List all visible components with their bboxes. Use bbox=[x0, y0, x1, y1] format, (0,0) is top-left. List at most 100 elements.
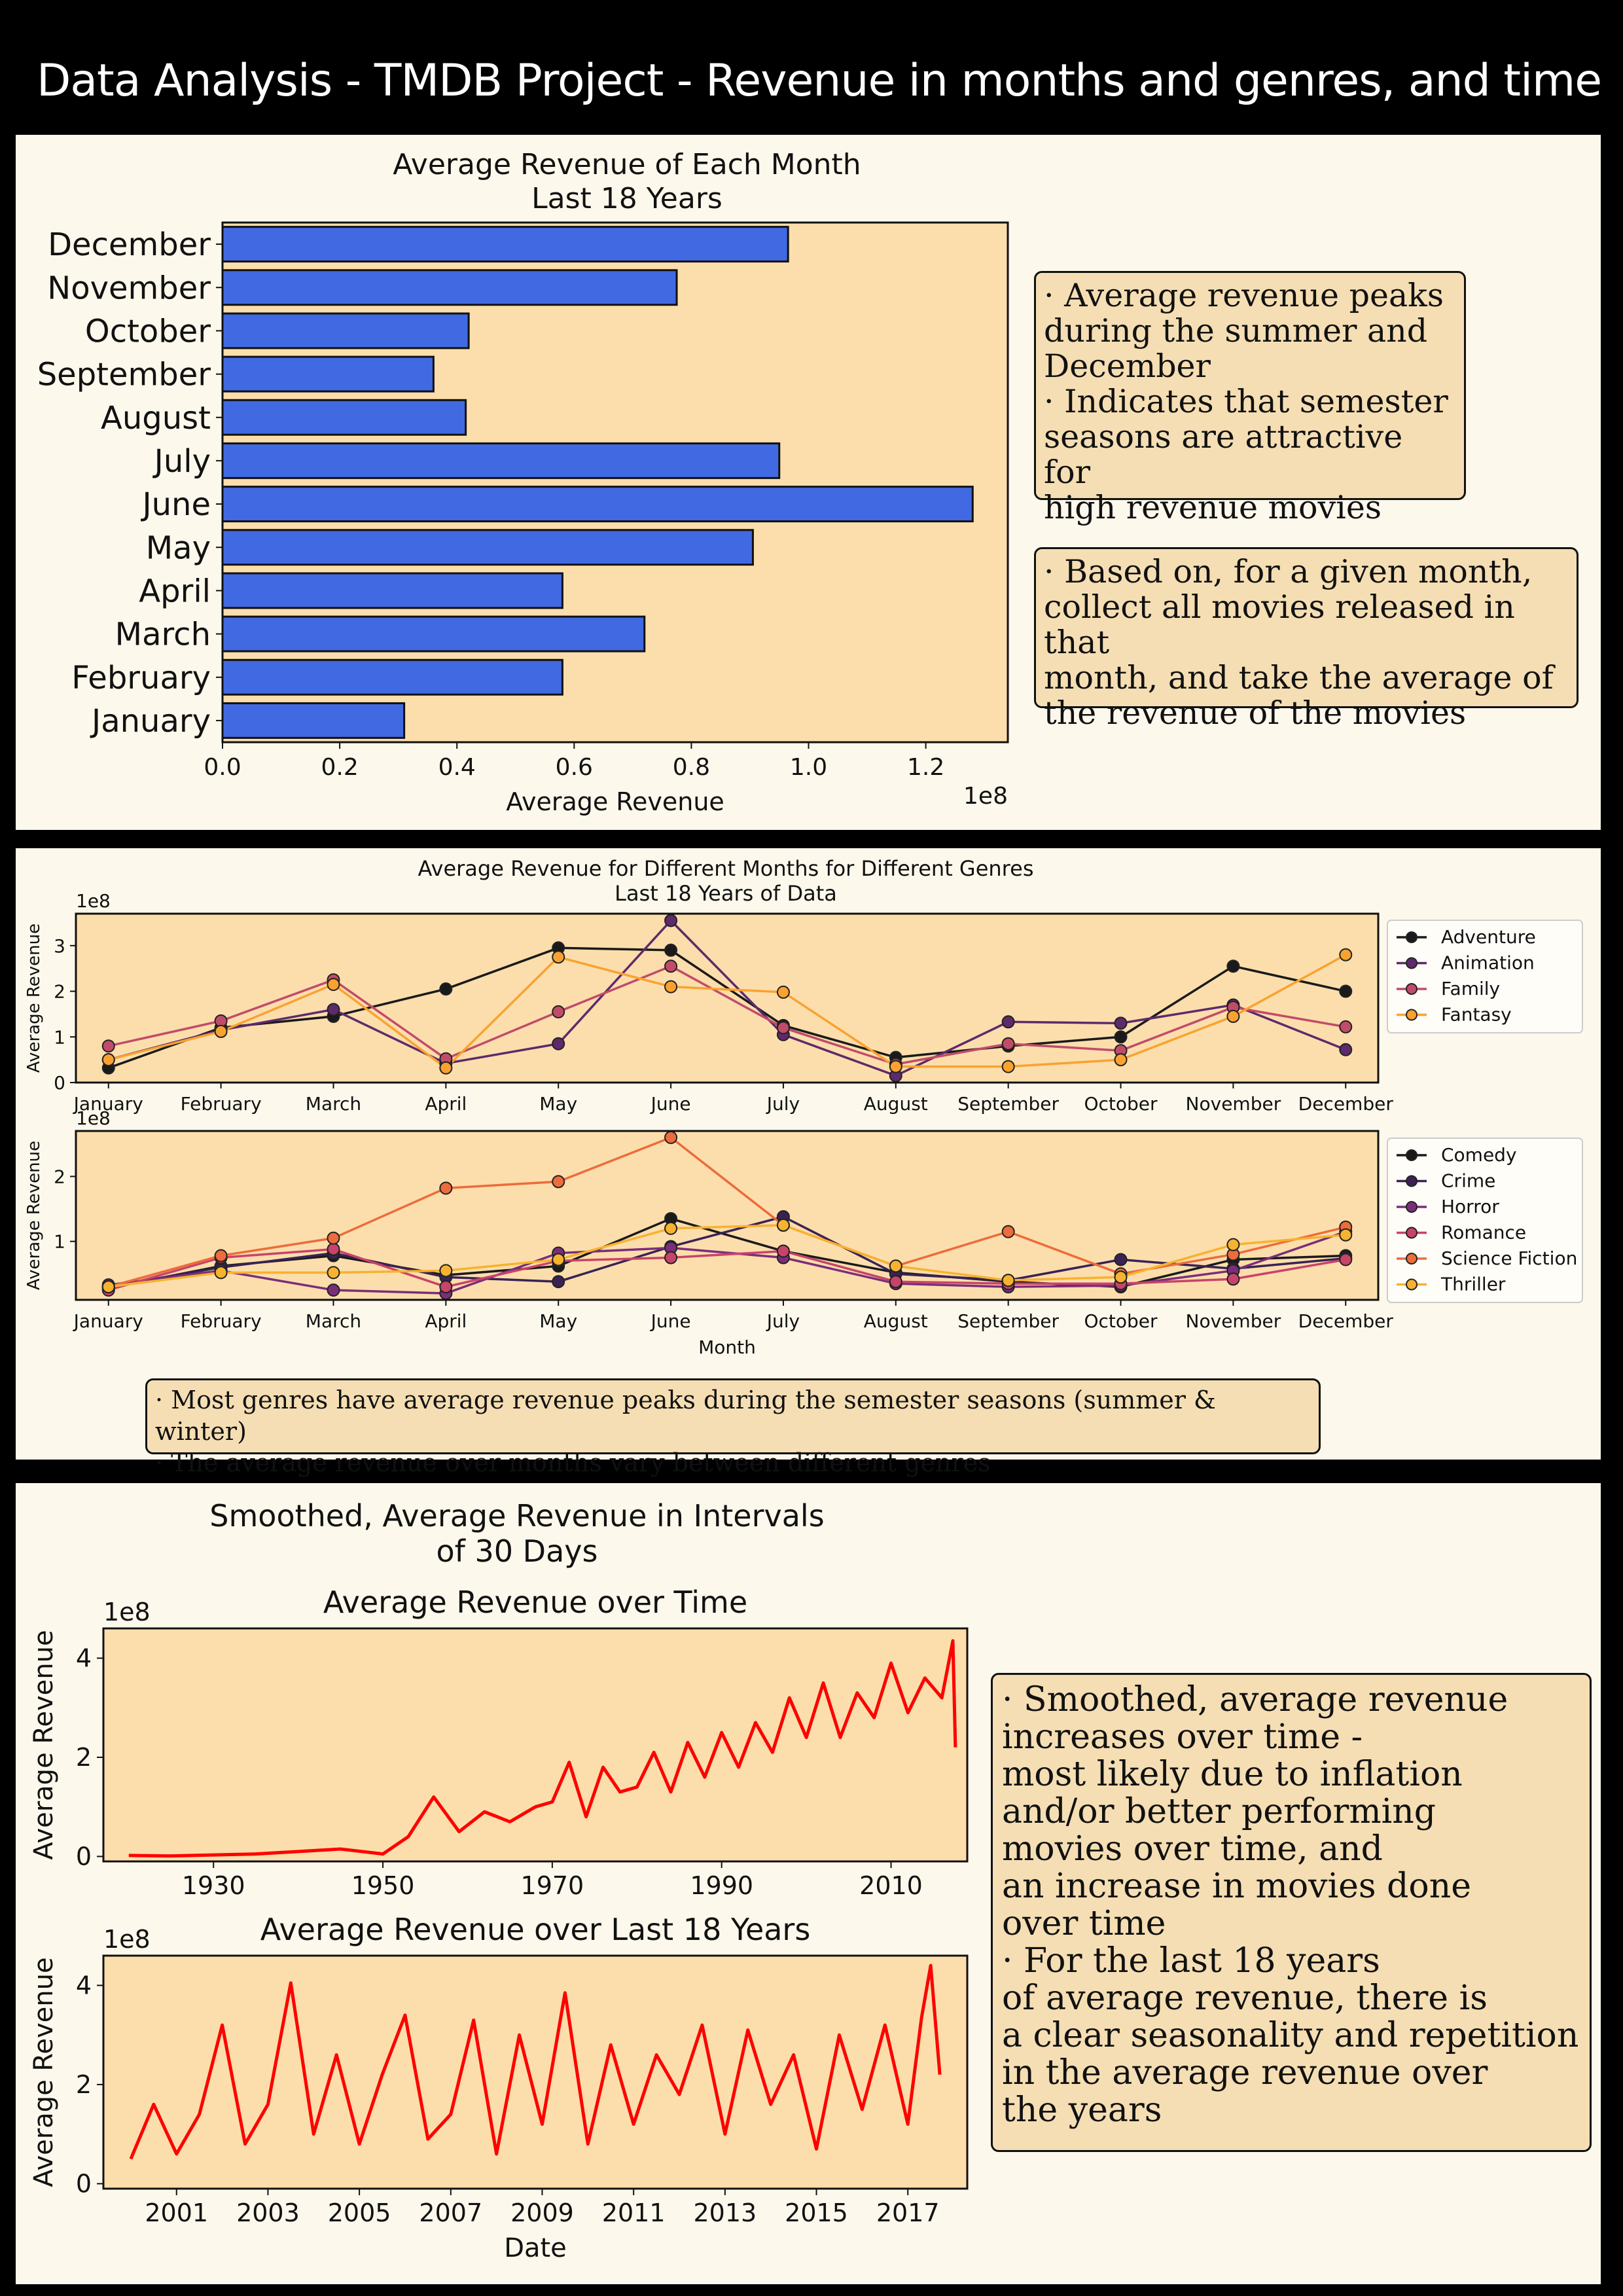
data-point bbox=[776, 1218, 790, 1232]
x-tick-label: 0.2 bbox=[321, 754, 358, 781]
x-tick-label: January bbox=[73, 1093, 143, 1115]
x-tick-label: 2017 bbox=[876, 2198, 940, 2227]
x-axis-label: Month bbox=[698, 1336, 756, 1358]
data-point bbox=[1001, 1060, 1015, 1073]
series-line-adventure bbox=[108, 946, 1346, 1069]
data-point bbox=[1339, 948, 1353, 961]
bar bbox=[221, 529, 754, 566]
x-tick-label: 2013 bbox=[693, 2198, 757, 2227]
legend-label: Animation bbox=[1441, 952, 1535, 974]
time-revenue-line-charts: Smoothed, Average Revenue in Intervalsof… bbox=[29, 1498, 969, 2263]
x-tick-label: 2001 bbox=[145, 2198, 208, 2227]
bar bbox=[221, 486, 974, 523]
chart-title: Average Revenue of Each Month bbox=[393, 148, 861, 181]
series-line-family bbox=[108, 965, 1346, 1066]
data-point bbox=[1114, 1053, 1128, 1067]
data-point bbox=[889, 1275, 902, 1289]
y-tick-label: 3 bbox=[54, 935, 65, 957]
data-point bbox=[327, 1231, 340, 1245]
y-offset-label: 1e8 bbox=[103, 1925, 151, 1954]
y-axis-label: Average Revenue bbox=[29, 1957, 59, 2187]
x-tick-label: August bbox=[864, 1310, 928, 1332]
x-tick-label: 1970 bbox=[521, 1871, 584, 1900]
y-tick-label: May bbox=[146, 529, 211, 566]
bar bbox=[221, 702, 406, 739]
data-point bbox=[439, 1061, 453, 1075]
y-tick-label: 1 bbox=[54, 1231, 65, 1253]
y-tick-label: August bbox=[101, 400, 211, 437]
data-point bbox=[664, 1221, 678, 1235]
x-tick-label: 2011 bbox=[602, 2198, 666, 2227]
data-point bbox=[664, 980, 678, 994]
genre-revenue-line-charts: Average Revenue for Different Months for… bbox=[24, 856, 1583, 1358]
x-tick-label: November bbox=[1186, 1310, 1281, 1332]
data-point bbox=[1339, 1020, 1353, 1033]
data-point bbox=[101, 1280, 115, 1294]
series-line-animation bbox=[108, 918, 1346, 1077]
legend-marker bbox=[1406, 1149, 1418, 1161]
panel-heading: of 30 Days bbox=[437, 1534, 598, 1569]
x-tick-label: 1990 bbox=[690, 1871, 753, 1900]
bar bbox=[221, 226, 789, 263]
legend-box bbox=[1387, 920, 1583, 1033]
y-tick-label: October bbox=[85, 313, 211, 350]
x-tick-label: February bbox=[181, 1310, 262, 1332]
x-tick-label: April bbox=[425, 1310, 467, 1332]
x-tick-label: August bbox=[864, 1093, 928, 1115]
plot-area bbox=[223, 223, 1008, 742]
chart-title: Average Revenue over Time bbox=[323, 1585, 747, 1620]
data-point bbox=[327, 1003, 340, 1016]
y-tick-label: September bbox=[37, 357, 211, 393]
series-line-thriller bbox=[108, 1224, 1346, 1288]
x-tick-label: July bbox=[766, 1093, 800, 1115]
page-title: Data Analysis - TMDB Project - Revenue i… bbox=[37, 55, 1602, 107]
legend-marker bbox=[1406, 1175, 1418, 1187]
x-tick-label: 0.8 bbox=[673, 754, 710, 781]
y-axis-label: Average Revenue bbox=[29, 1630, 59, 1859]
x-tick-label: October bbox=[1084, 1310, 1158, 1332]
x-tick-label: September bbox=[957, 1310, 1059, 1332]
data-point bbox=[439, 1264, 453, 1278]
plot-frame bbox=[102, 1954, 969, 2190]
data-point bbox=[1001, 1015, 1015, 1029]
data-point bbox=[327, 1266, 340, 1280]
legend-marker bbox=[1406, 1009, 1418, 1021]
data-point bbox=[439, 1181, 453, 1195]
data-point bbox=[1226, 1009, 1240, 1023]
x-tick-label: 0.4 bbox=[438, 754, 476, 781]
data-point bbox=[101, 1039, 115, 1053]
data-point bbox=[214, 1249, 228, 1263]
legend-marker bbox=[1406, 957, 1418, 969]
x-tick-label: 1930 bbox=[182, 1871, 245, 1900]
bar bbox=[221, 615, 646, 653]
x-tick-label: 0.6 bbox=[556, 754, 593, 781]
legend-label: Adventure bbox=[1441, 926, 1536, 948]
y-offset-label: 1e8 bbox=[103, 1598, 151, 1626]
revenue-line bbox=[128, 1639, 957, 1858]
bar bbox=[221, 399, 467, 436]
data-point bbox=[1114, 1253, 1128, 1266]
panel-heading: Smoothed, Average Revenue in Intervals bbox=[209, 1498, 824, 1534]
x-tick-label: June bbox=[650, 1093, 691, 1115]
x-tick-label: 1950 bbox=[351, 1871, 415, 1900]
data-point bbox=[552, 1253, 565, 1266]
x-tick-label: 1.0 bbox=[790, 754, 827, 781]
data-point bbox=[439, 982, 453, 996]
y-tick-label: 2 bbox=[76, 2070, 92, 2099]
data-point bbox=[776, 1244, 790, 1258]
legend-label: Family bbox=[1441, 978, 1500, 999]
legend-label: Crime bbox=[1441, 1170, 1495, 1192]
note-revenue-peaks: · Average revenue peaks during the summe… bbox=[1034, 271, 1466, 526]
data-point bbox=[439, 1280, 453, 1294]
data-point bbox=[1114, 1030, 1128, 1044]
x-axis-label: Date bbox=[504, 2233, 567, 2263]
legend-label: Science Fiction bbox=[1441, 1247, 1577, 1269]
data-point bbox=[1226, 1272, 1240, 1286]
legend-label: Romance bbox=[1441, 1222, 1526, 1244]
y-offset-label: 1e8 bbox=[76, 890, 111, 912]
y-tick-label: 4 bbox=[76, 1971, 92, 2000]
y-tick-label: March bbox=[115, 617, 211, 653]
note-time-trend: · Smoothed, average revenue increases ov… bbox=[991, 1673, 1592, 2152]
data-point bbox=[1001, 1274, 1015, 1287]
data-point bbox=[552, 1037, 565, 1050]
